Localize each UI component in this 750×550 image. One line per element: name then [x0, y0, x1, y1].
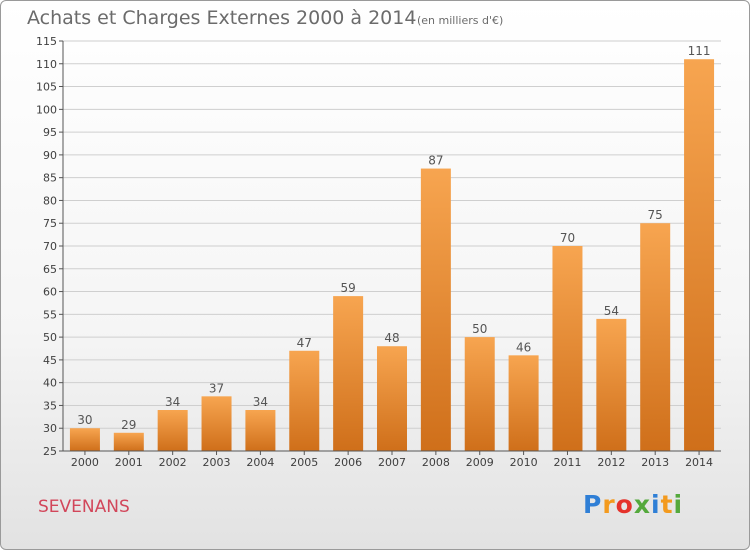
bar-2007: [377, 346, 407, 451]
y-tick-label: 115: [36, 35, 57, 48]
axes: [59, 40, 721, 455]
commune-name: SEVENANS: [38, 497, 130, 517]
x-tick-label: 2000: [71, 456, 99, 469]
y-tick-label: 40: [43, 377, 57, 390]
bar-2008: [420, 168, 451, 452]
data-label: 54: [604, 304, 619, 318]
labels: 25 30 35 40 45 50 55 60 65 70 75 80 85 90 95 100 105 110 1…: [36, 35, 713, 469]
bar-2003: [201, 396, 232, 451]
data-label: 70: [560, 231, 575, 245]
logo-letter: i: [651, 490, 661, 519]
y-tick-label: 30: [43, 422, 57, 435]
y-tick-label: 60: [43, 286, 57, 299]
bar-2013: [640, 223, 671, 451]
logo-letter: r: [602, 490, 616, 519]
x-tick-label: 2002: [159, 456, 187, 469]
logo-letter: i: [673, 490, 684, 519]
logo-letter: o: [615, 490, 634, 519]
x-tick-label: 2010: [510, 456, 538, 469]
bar-2004: [245, 410, 276, 451]
y-tick-label: 35: [43, 399, 57, 412]
bar-2006: [333, 296, 364, 451]
x-tick-label: 2011: [553, 456, 581, 469]
data-label: 75: [648, 208, 663, 222]
y-tick-label: 90: [43, 149, 57, 162]
data-label: 47: [297, 336, 312, 350]
bar-2001: [113, 432, 144, 451]
y-tick-label: 85: [43, 172, 57, 185]
x-tick-label: 2009: [466, 456, 494, 469]
data-label: 34: [165, 395, 180, 409]
y-tick-label: 110: [36, 58, 57, 71]
x-tick-label: 2001: [115, 456, 143, 469]
y-tick-label: 105: [36, 81, 57, 94]
bar-2000: [69, 428, 100, 451]
y-tick-label: 65: [43, 263, 57, 276]
data-label: 37: [209, 381, 224, 395]
x-tick-label: 2014: [685, 456, 713, 469]
data-label: 46: [516, 340, 531, 354]
data-label: 34: [253, 395, 268, 409]
logo-letter: t: [660, 490, 674, 519]
x-tick-label: 2005: [290, 456, 318, 469]
x-tick-label: 2003: [203, 456, 231, 469]
bar-2009: [464, 337, 495, 451]
y-tick-label: 25: [43, 445, 57, 458]
bar-2002: [157, 410, 188, 451]
chart-subtitle: (en milliers d'€): [417, 14, 504, 27]
proxiti-logo[interactable]: Proxiti: [583, 490, 683, 519]
logo-letter: x: [633, 490, 651, 519]
bar-2005: [289, 350, 320, 451]
data-label: 59: [340, 281, 355, 295]
x-tick-label: 2012: [597, 456, 625, 469]
bar-2012: [596, 318, 627, 451]
x-tick-label: 2007: [378, 456, 406, 469]
bar-2014: [684, 59, 715, 451]
data-label: 29: [121, 418, 136, 432]
data-label: 111: [688, 44, 711, 58]
bar-2010: [508, 355, 539, 451]
bar-2011: [552, 246, 583, 451]
x-tick-label: 2004: [246, 456, 274, 469]
y-tick-label: 100: [36, 103, 57, 116]
bars: [69, 59, 715, 452]
data-label: 87: [428, 154, 443, 168]
data-label: 48: [384, 331, 399, 345]
chart-title: Achats et Charges Externes 2000 à 2014: [27, 7, 417, 29]
y-tick-label: 70: [43, 240, 57, 253]
y-tick-label: 50: [43, 331, 57, 344]
y-tick-label: 80: [43, 194, 57, 207]
y-tick-label: 75: [43, 217, 57, 230]
y-tick-label: 95: [43, 126, 57, 139]
data-label: 50: [472, 322, 487, 336]
y-tick-label: 45: [43, 354, 57, 367]
x-tick-label: 2006: [334, 456, 362, 469]
data-label: 30: [77, 413, 92, 427]
x-tick-label: 2013: [641, 456, 669, 469]
y-tick-label: 55: [43, 308, 57, 321]
logo-letter: P: [583, 490, 603, 519]
x-tick-label: 2008: [422, 456, 450, 469]
